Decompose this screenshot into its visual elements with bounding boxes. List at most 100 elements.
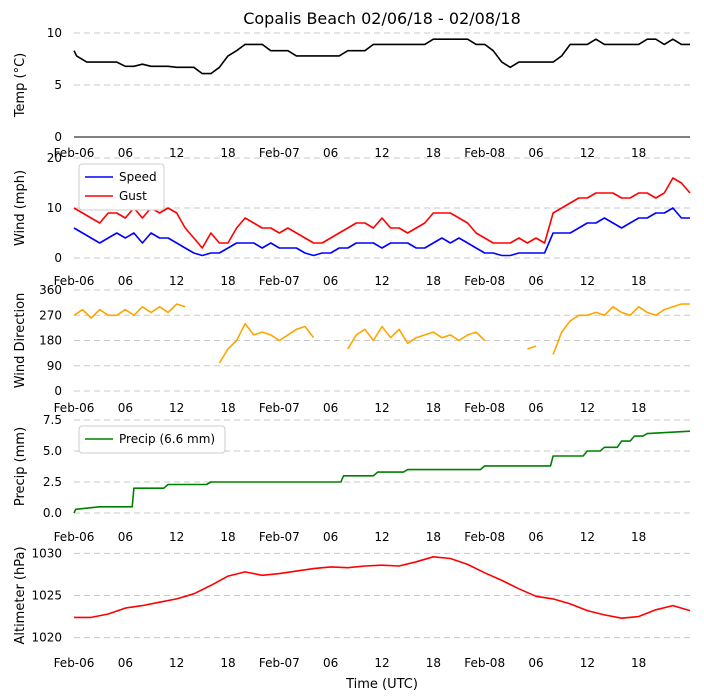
y-tick-label: 7.5 <box>43 413 62 427</box>
x-tick-label: 12 <box>169 274 184 288</box>
series-line <box>74 556 691 619</box>
x-tick-label: 18 <box>631 401 646 415</box>
x-tick-label: Feb-06 <box>54 530 95 544</box>
x-tick-label: Feb-08 <box>464 530 505 544</box>
x-tick-label: Feb-06 <box>54 401 95 415</box>
x-tick-label: Feb-07 <box>259 530 300 544</box>
x-tick-label: 06 <box>118 530 133 544</box>
y-tick-label: 0.0 <box>43 506 62 520</box>
series-line <box>73 207 690 257</box>
y-tick-label: 10 <box>47 26 62 40</box>
x-tick-label: 18 <box>220 401 235 415</box>
x-tick-label: 18 <box>631 274 646 288</box>
y-axis-label: Temp (°C) <box>13 53 28 119</box>
y-tick-label: 0 <box>54 251 62 265</box>
legend-label: Precip (6.6 mm) <box>119 432 215 446</box>
series-line <box>73 430 691 514</box>
x-tick-label: 12 <box>580 656 595 670</box>
x-tick-label: 06 <box>323 401 338 415</box>
legend-box <box>78 425 226 454</box>
x-tick-label: Feb-06 <box>54 274 95 288</box>
y-tick-label: 5 <box>54 78 62 92</box>
series-line <box>73 303 690 364</box>
x-tick-label: 18 <box>220 146 235 160</box>
y-tick-label: 0 <box>54 130 62 144</box>
x-tick-label: 18 <box>220 656 235 670</box>
x-tick-label: 12 <box>580 274 595 288</box>
x-tick-label: 18 <box>631 146 646 160</box>
x-tick-label: 12 <box>169 146 184 160</box>
x-tick-label: 06 <box>323 656 338 670</box>
x-tick-label: 18 <box>631 656 646 670</box>
y-axis-label: Altimeter (hPa) <box>13 546 28 644</box>
x-tick-label: 06 <box>118 656 133 670</box>
x-tick-label: 18 <box>220 530 235 544</box>
x-tick-label: 12 <box>374 656 389 670</box>
x-tick-label: 06 <box>528 401 543 415</box>
x-tick-label: 06 <box>528 146 543 160</box>
y-tick-label: 1030 <box>31 546 62 560</box>
panel-temp: 0 5 10 Temp (°C) Feb-06 06 12 18 Feb-07 06 12 18 Feb… <box>13 26 690 160</box>
x-tick-label: 06 <box>118 146 133 160</box>
x-tick-label: 18 <box>426 401 441 415</box>
x-tick-label: 06 <box>323 530 338 544</box>
x-tick-label: Feb-07 <box>259 274 300 288</box>
y-tick-label: 0 <box>54 384 62 398</box>
panel-precip: 0.0 2.5 5.0 7.5 Precip (mm) Feb-06 06 12 18 Feb-0… <box>13 413 691 544</box>
y-tick-label: 270 <box>39 308 62 322</box>
x-tick-label: 12 <box>580 530 595 544</box>
x-tick-label: 18 <box>220 274 235 288</box>
x-tick-label: Feb-06 <box>54 146 95 160</box>
y-tick-label: 1025 <box>31 589 62 603</box>
x-tick-label: 18 <box>631 530 646 544</box>
legend-label: Speed <box>119 170 157 184</box>
x-tick-label: 06 <box>528 274 543 288</box>
x-tick-label: 12 <box>374 401 389 415</box>
y-tick-label: 360 <box>39 283 62 297</box>
x-tick-label: 18 <box>426 274 441 288</box>
x-tick-label: Feb-08 <box>464 146 505 160</box>
x-tick-label: Feb-07 <box>259 401 300 415</box>
y-tick-label: 10 <box>47 201 62 215</box>
panels: 0 5 10 Temp (°C) Feb-06 06 12 18 Feb-07 06 12 18 Feb… <box>13 26 691 670</box>
y-tick-label: 5.0 <box>43 444 62 458</box>
x-tick-label: 06 <box>323 146 338 160</box>
x-tick-label: 12 <box>580 401 595 415</box>
x-tick-label: 18 <box>426 656 441 670</box>
y-tick-label: 2.5 <box>43 475 62 489</box>
x-tick-label: Feb-08 <box>464 656 505 670</box>
legend-label: Gust <box>119 189 147 203</box>
x-tick-label: Feb-07 <box>259 146 300 160</box>
x-tick-label: 06 <box>118 401 133 415</box>
y-tick-label: 20 <box>47 151 62 165</box>
x-tick-label: 12 <box>169 530 184 544</box>
y-tick-label: 90 <box>47 359 62 373</box>
x-tick-label: 06 <box>528 530 543 544</box>
x-tick-label: Feb-07 <box>259 656 300 670</box>
series-line <box>73 38 690 75</box>
x-tick-label: 12 <box>169 401 184 415</box>
x-tick-label: 18 <box>426 146 441 160</box>
y-tick-label: 1020 <box>31 631 62 645</box>
x-tick-label: 06 <box>118 274 133 288</box>
x-tick-label: 12 <box>580 146 595 160</box>
x-tick-label: Feb-08 <box>464 401 505 415</box>
x-tick-label: 12 <box>169 656 184 670</box>
x-tick-label: 18 <box>426 530 441 544</box>
x-axis-label: Time (UTC) <box>345 677 418 692</box>
x-tick-label: 06 <box>528 656 543 670</box>
y-axis-label: Wind Direction <box>13 293 28 389</box>
series-line <box>73 177 691 249</box>
panel-dir: 0 90 180 270 360 Wind Direction Feb-06 06 12 18 Fe… <box>13 283 690 415</box>
y-tick-label: 180 <box>39 334 62 348</box>
panel-wind: 0 10 20 Wind (mph) Feb-06 06 12 18 Feb-07 06 12 18 F… <box>13 151 691 288</box>
x-tick-label: 06 <box>323 274 338 288</box>
chart-title: Copalis Beach 02/06/18 - 02/08/18 <box>243 9 521 28</box>
x-tick-label: 12 <box>374 274 389 288</box>
legend-box <box>78 163 165 211</box>
y-axis-label: Wind (mph) <box>13 170 28 246</box>
x-tick-label: 12 <box>374 146 389 160</box>
y-axis-label: Precip (mm) <box>13 427 28 506</box>
